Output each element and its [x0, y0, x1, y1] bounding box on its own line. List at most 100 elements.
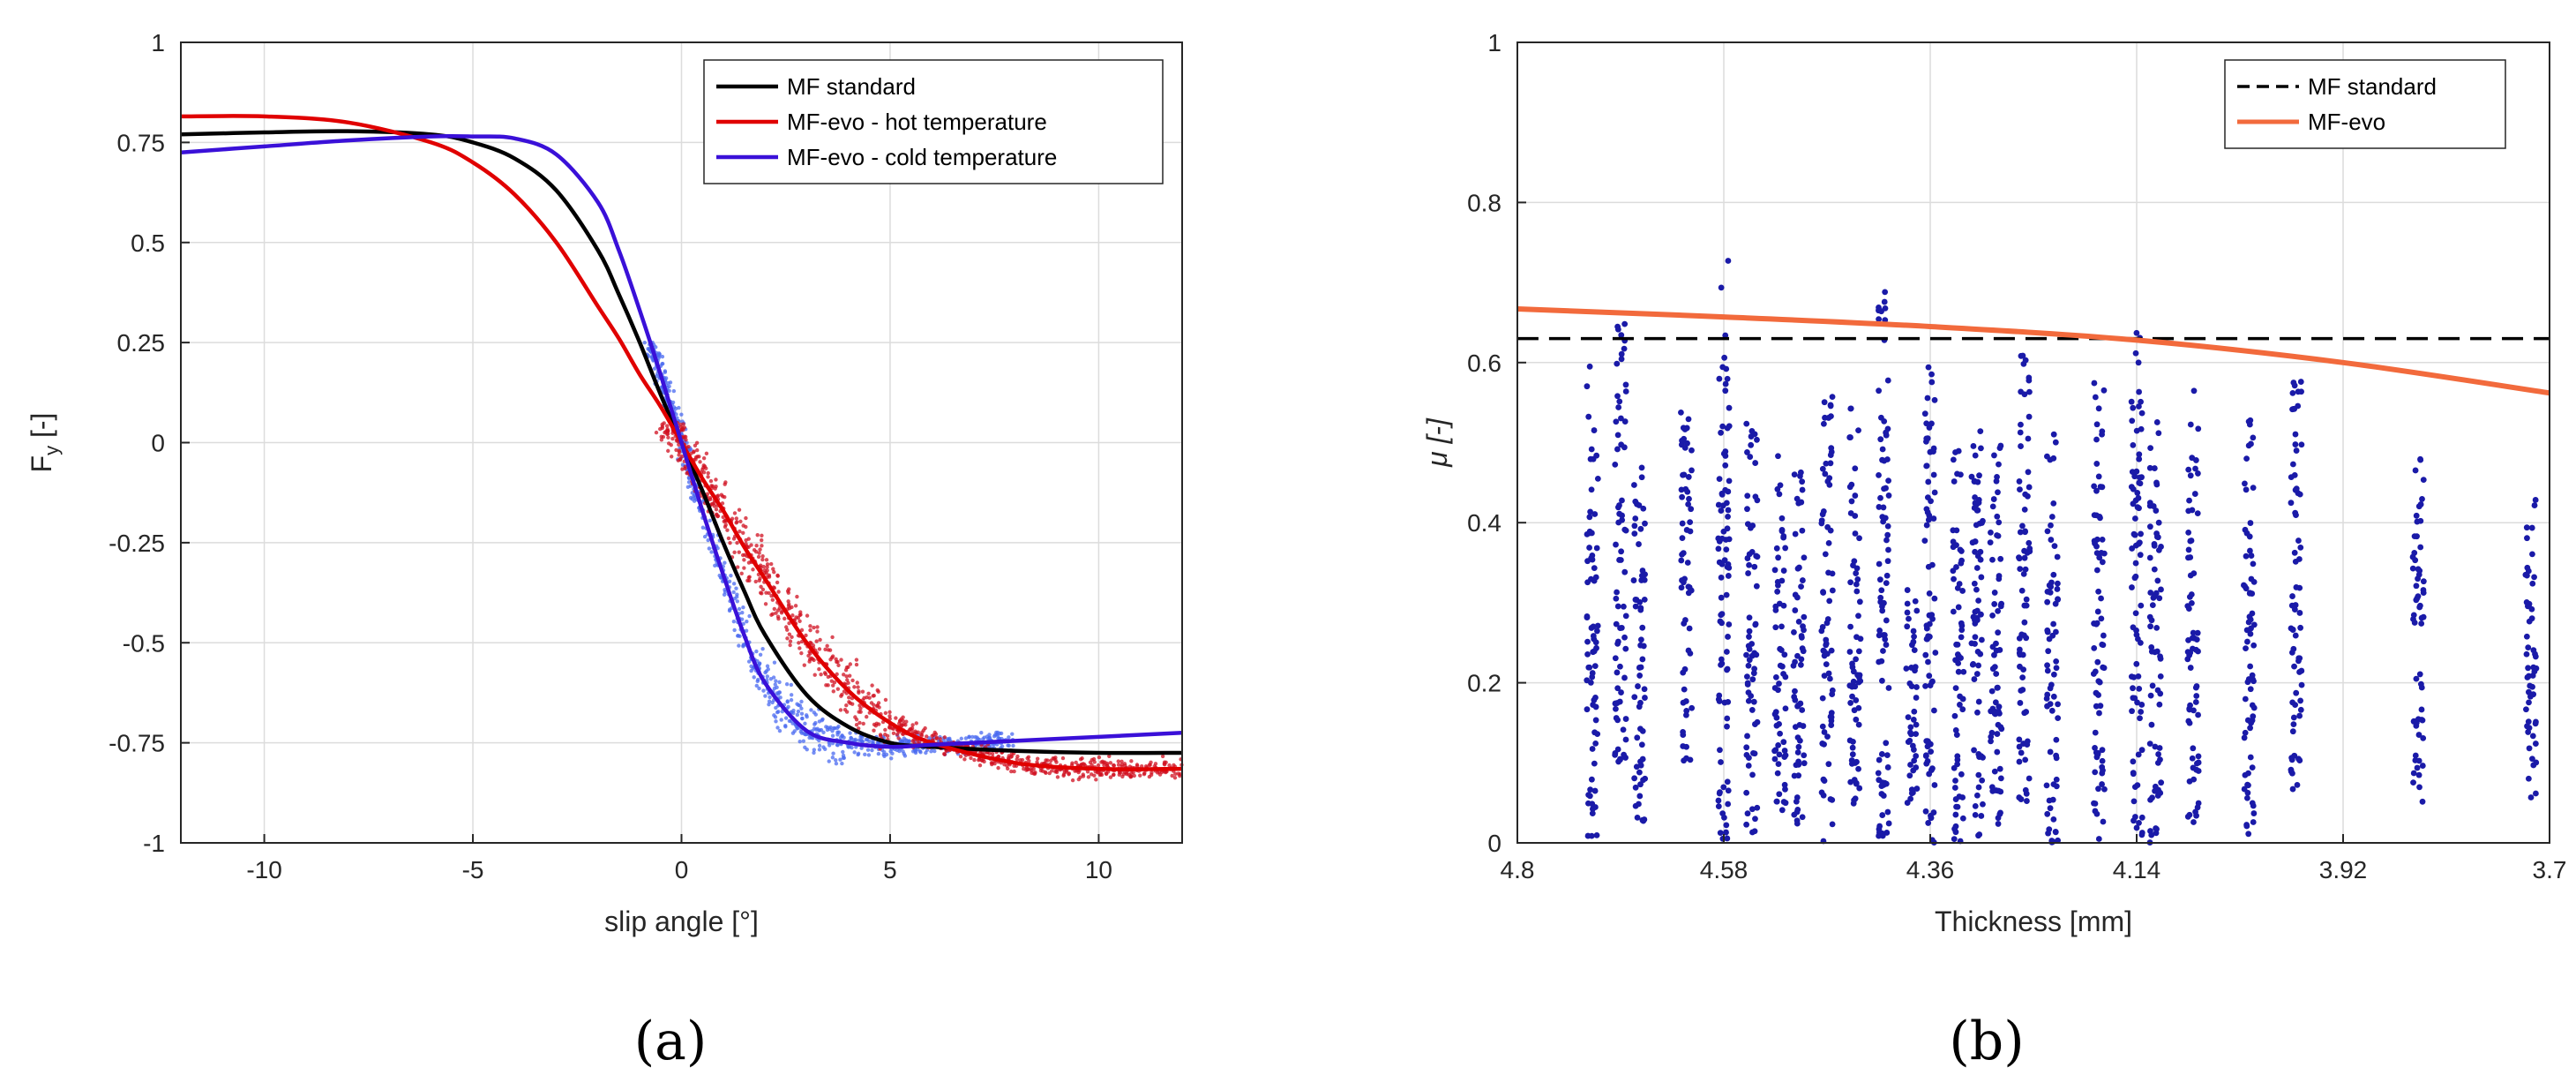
measurement-point	[2137, 552, 2144, 559]
measurement-point	[1801, 554, 1808, 561]
measurement-point	[1820, 590, 1827, 596]
measurement-point	[1754, 804, 1761, 811]
measurement-point	[1908, 665, 1915, 671]
hot-measurement-point	[693, 457, 698, 462]
measurement-point	[1971, 580, 1978, 587]
measurement-point	[1622, 527, 1629, 534]
hot-measurement-point	[713, 486, 717, 491]
hot-measurement-point	[790, 613, 795, 618]
measurement-point	[1927, 448, 1934, 455]
hot-measurement-point	[1035, 756, 1040, 761]
hot-measurement-point	[815, 625, 820, 629]
measurement-point	[2189, 455, 2196, 462]
cold-measurement-point	[731, 620, 737, 624]
hot-measurement-point	[788, 639, 793, 643]
measurement-point	[1622, 716, 1629, 722]
cold-measurement-point	[840, 761, 844, 766]
measurement-point	[1847, 405, 1854, 412]
measurement-point	[1821, 778, 1828, 785]
measurement-point	[1846, 649, 1853, 655]
measurement-point	[1773, 545, 1780, 552]
measurement-point	[1824, 616, 1831, 622]
measurement-point	[1685, 416, 1692, 423]
hot-measurement-point	[723, 522, 728, 527]
measurement-point	[2190, 387, 2198, 395]
measurement-point	[2195, 648, 2201, 655]
measurement-point	[2092, 769, 2099, 776]
measurement-point	[1856, 535, 1862, 542]
measurement-point	[2289, 390, 2296, 396]
measurement-point	[2099, 536, 2106, 543]
measurement-point	[1781, 781, 1788, 788]
cold-measurement-point	[789, 682, 794, 688]
measurement-point	[1932, 650, 1939, 656]
hot-measurement-point	[754, 543, 759, 548]
measurement-point	[2156, 745, 2163, 751]
cold-measurement-point	[677, 405, 681, 410]
measurement-point	[1638, 474, 1645, 481]
measurement-point	[2297, 544, 2304, 551]
measurement-point	[1771, 567, 1778, 574]
hot-measurement-point	[1055, 775, 1060, 779]
measurement-point	[1971, 747, 1977, 754]
a-x-tick-label: 5	[883, 856, 897, 883]
hot-measurement-point	[1030, 768, 1034, 773]
measurement-point	[1589, 673, 1596, 680]
measurement-point	[2247, 754, 2254, 761]
cold-measurement-point	[817, 748, 822, 752]
hot-measurement-point	[785, 628, 790, 632]
measurement-point	[1993, 671, 2000, 677]
measurement-point	[1877, 594, 1884, 601]
measurement-point	[2155, 751, 2162, 757]
measurement-point	[1798, 634, 1805, 641]
cold-measurement-point	[982, 735, 986, 740]
measurement-point	[1928, 371, 1935, 378]
hot-measurement-point	[767, 590, 771, 596]
measurement-point	[2134, 504, 2141, 511]
cold-measurement-point	[731, 582, 737, 586]
measurement-point	[1615, 404, 1622, 410]
hot-measurement-point	[896, 736, 901, 740]
measurement-point	[1721, 699, 1728, 706]
measurement-point	[1856, 672, 1863, 679]
measurement-point	[1824, 478, 1831, 485]
cold-measurement-point	[737, 643, 741, 648]
measurement-point	[2021, 554, 2028, 561]
cold-measurement-point	[860, 740, 865, 744]
hot-measurement-point	[1090, 757, 1094, 763]
measurement-point	[2523, 706, 2529, 713]
panel-b-legend-box	[2224, 59, 2506, 149]
measurement-point	[1880, 648, 1886, 654]
measurement-point	[1847, 434, 1853, 440]
measurement-point	[1636, 793, 1644, 800]
measurement-point	[2017, 486, 2023, 492]
hot-measurement-point	[772, 606, 776, 612]
measurement-point	[1978, 636, 1985, 643]
measurement-point	[2192, 465, 2198, 472]
hot-measurement-point	[870, 683, 874, 688]
measurement-point	[1613, 705, 1619, 712]
measurement-point	[1907, 724, 1914, 731]
measurement-point	[2528, 524, 2535, 531]
measurement-point	[1745, 570, 1751, 576]
cold-measurement-point	[798, 739, 802, 744]
measurement-point	[2298, 441, 2305, 448]
cold-measurement-point	[959, 736, 963, 741]
measurement-point	[1753, 583, 1760, 590]
measurement-point	[1682, 485, 1689, 492]
measurement-point	[1958, 771, 1965, 778]
measurement-point	[1884, 808, 1891, 816]
measurement-point	[1978, 753, 1985, 760]
measurement-point	[1876, 658, 1883, 665]
measurement-point	[1926, 673, 1933, 680]
measurement-point	[1773, 722, 1780, 729]
measurement-point	[2130, 441, 2137, 448]
measurement-point	[2130, 817, 2137, 824]
hot-measurement-point	[830, 635, 835, 640]
measurement-point	[2050, 693, 2057, 700]
measurement-point	[2194, 804, 2201, 811]
measurement-point	[2131, 695, 2138, 702]
measurement-point	[1721, 354, 1728, 361]
measurement-point	[2153, 533, 2160, 540]
measurement-point	[1904, 587, 1911, 593]
